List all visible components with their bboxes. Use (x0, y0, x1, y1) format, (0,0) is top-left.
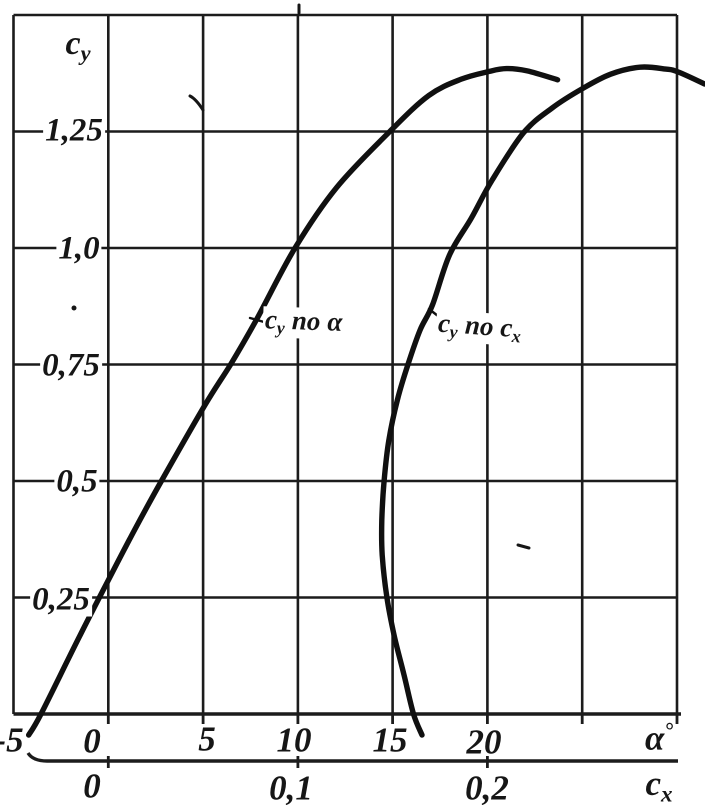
scan-artifact-dot (71, 305, 77, 311)
alpha-tick-label-0: 0 (83, 721, 101, 761)
alpha-tick-label-15: 15 (372, 720, 408, 760)
scan-artifact-marks (188, 3, 531, 550)
alpha-tick-label-10: 10 (276, 720, 312, 760)
curve-label-lift: cy по α (262, 304, 345, 340)
cx-axis-symbol: cx (645, 764, 673, 805)
cx-tick-label-01: 0,1 (269, 768, 313, 805)
grid-lines (12, 13, 679, 716)
y-axis-title: cy (65, 25, 91, 66)
alpha-axis-symbol: α° (644, 718, 674, 758)
cy-tick-label-025: 0,25 (30, 581, 92, 618)
cy-tick-label-125: 1,25 (43, 112, 105, 149)
curve-polar (378, 64, 705, 738)
cx-tick-label-02: 0,2 (465, 768, 509, 805)
alpha-tick-label-20: 20 (466, 722, 502, 762)
cy-tick-label-10: 1,0 (56, 230, 102, 267)
cx-tick-label-0: 0 (83, 766, 101, 805)
cy-tick-label-05: 0,5 (54, 463, 100, 500)
cx-axis-line (26, 752, 678, 763)
curve-lift (26, 65, 561, 738)
curve-label-polar: cy по cx (435, 308, 525, 346)
alpha-tick-label-5: 5 (198, 719, 216, 759)
cy-tick-label-075: 0,75 (40, 347, 102, 384)
alpha-tick-label-m5: -5 (0, 720, 24, 760)
